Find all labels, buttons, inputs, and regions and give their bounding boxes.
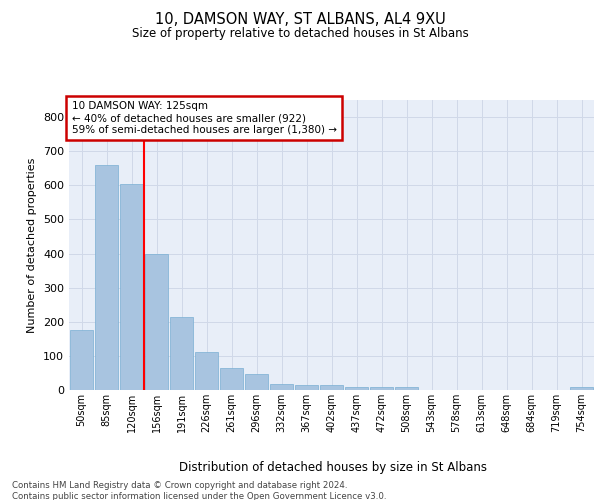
Bar	[70, 330, 94, 390]
Text: Contains public sector information licensed under the Open Government Licence v3: Contains public sector information licen…	[12, 492, 386, 500]
Bar	[95, 165, 118, 390]
Bar	[295, 385, 319, 390]
Bar	[370, 388, 394, 390]
Bar	[569, 388, 593, 390]
Bar	[320, 385, 343, 390]
Bar	[119, 184, 143, 390]
Y-axis label: Number of detached properties: Number of detached properties	[28, 158, 37, 332]
Text: Size of property relative to detached houses in St Albans: Size of property relative to detached ho…	[131, 28, 469, 40]
Bar	[395, 388, 418, 390]
Bar	[269, 384, 293, 390]
Text: Distribution of detached houses by size in St Albans: Distribution of detached houses by size …	[179, 461, 487, 474]
Bar	[344, 386, 368, 390]
Bar	[170, 316, 193, 390]
Text: Contains HM Land Registry data © Crown copyright and database right 2024.: Contains HM Land Registry data © Crown c…	[12, 481, 347, 490]
Text: 10, DAMSON WAY, ST ALBANS, AL4 9XU: 10, DAMSON WAY, ST ALBANS, AL4 9XU	[155, 12, 445, 28]
Bar	[194, 352, 218, 390]
Text: 10 DAMSON WAY: 125sqm
← 40% of detached houses are smaller (922)
59% of semi-det: 10 DAMSON WAY: 125sqm ← 40% of detached …	[71, 102, 337, 134]
Bar	[220, 368, 244, 390]
Bar	[245, 374, 268, 390]
Bar	[145, 254, 169, 390]
